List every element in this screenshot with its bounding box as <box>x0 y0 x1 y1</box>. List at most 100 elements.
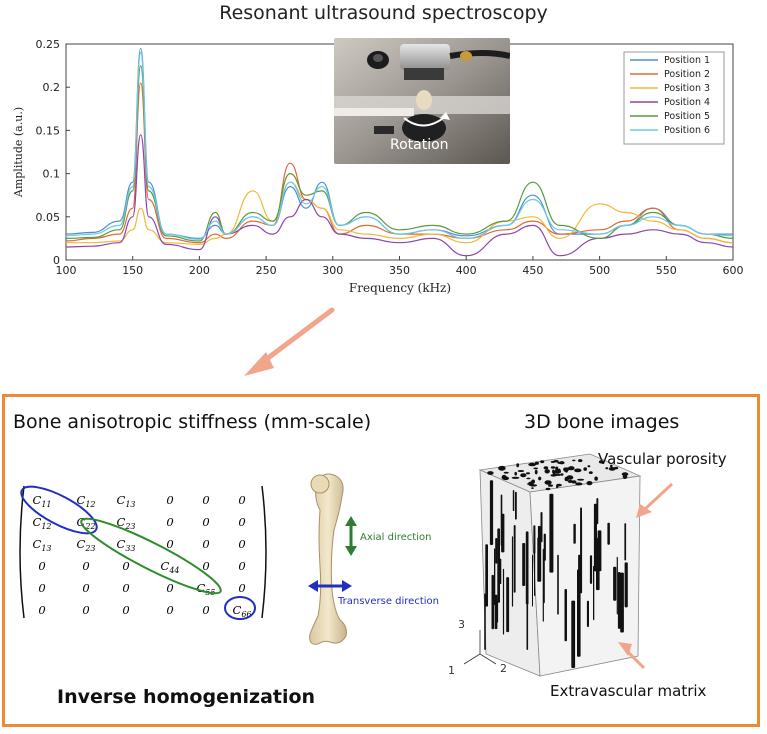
matrix-cell: C23 <box>117 515 136 531</box>
pore-canal <box>532 554 533 607</box>
pore-canal <box>491 574 494 630</box>
pore-canal <box>533 525 536 554</box>
matrix-cell: 0 <box>202 493 209 507</box>
pore-canal <box>607 522 610 545</box>
pore-top <box>572 459 576 462</box>
pore-canal <box>512 490 515 512</box>
pore-top <box>487 471 494 475</box>
matrix-cell: 0 <box>202 515 209 529</box>
pore-canal <box>564 589 567 642</box>
pore-canal <box>549 493 554 573</box>
pore-canal <box>589 555 593 584</box>
pore-top <box>534 461 539 465</box>
x-tick-label: 300 <box>322 264 343 277</box>
pore-top <box>511 476 520 479</box>
pore-top <box>588 471 593 474</box>
pore-top <box>517 470 525 472</box>
matrix-cell: 0 <box>38 559 45 573</box>
y-tick-label: 0.2 <box>43 81 61 94</box>
x-tick-label: 250 <box>256 264 277 277</box>
pore-canal <box>502 568 505 635</box>
pore-top <box>516 463 520 468</box>
y-tick-label: 0 <box>53 254 60 267</box>
matrix-cell: 0 <box>202 537 209 551</box>
pore-top <box>574 468 582 473</box>
pore-top <box>557 461 564 464</box>
pore-top <box>598 460 604 464</box>
pore-canal <box>526 602 528 637</box>
setup-photo-drawing: Rotation <box>334 38 510 164</box>
pore-top <box>543 466 549 470</box>
matrix-cell: 0 <box>166 515 173 529</box>
matrix-cell: 0 <box>238 537 245 551</box>
legend: Position 1 Position 2 Position 3 Position 4… <box>623 51 725 145</box>
matrix-cell: C12 <box>33 515 52 531</box>
pore-top <box>503 471 509 474</box>
matrix-cell: 0 <box>202 603 209 617</box>
pore-top <box>583 467 587 471</box>
pore-top <box>621 472 629 476</box>
pore-top <box>568 466 575 471</box>
pore-canal <box>573 523 576 544</box>
ellipse-c66 <box>224 596 256 620</box>
legend-label-2: Position 2 <box>664 69 710 80</box>
pore-canal <box>511 536 514 607</box>
pore-canal <box>485 544 488 607</box>
matrix-cell: 0 <box>122 581 129 595</box>
pore-canal <box>499 558 502 585</box>
matrix-cell: C13 <box>117 493 136 509</box>
x-tick-label: 500 <box>589 264 610 277</box>
pore-top <box>571 480 577 484</box>
matrix-cell: 0 <box>38 581 45 595</box>
x-tick-label: 450 <box>522 264 543 277</box>
pore-top <box>528 481 534 487</box>
transverse-label: Transverse direction <box>337 596 439 607</box>
y-tick-label: 0.05 <box>36 211 61 224</box>
matrix-cell: 0 <box>82 559 89 573</box>
pore-top <box>566 475 574 480</box>
x-tick-label: 350 <box>389 264 410 277</box>
rotation-caption: Rotation <box>390 137 449 153</box>
pore-top <box>545 487 551 491</box>
matrix-cell: C13 <box>33 537 52 553</box>
extravascular-matrix-label: Extravascular matrix <box>550 682 707 700</box>
pore-canal <box>557 554 559 615</box>
pore-canal <box>624 562 628 608</box>
pore-top <box>526 477 531 480</box>
pore-canal <box>494 594 498 630</box>
pore-top <box>533 467 538 470</box>
series-line-3 <box>66 181 734 246</box>
x-tick-label: 150 <box>122 264 143 277</box>
pore-canal <box>506 577 510 633</box>
y-axis-label: Amplitude (a.u.) <box>12 107 25 198</box>
pore-top <box>531 487 534 489</box>
pore-canal <box>489 480 494 545</box>
matrix-cell: C11 <box>33 493 52 509</box>
pore-top <box>528 462 537 467</box>
ellipse-c33-c55 <box>80 517 222 595</box>
pore-top <box>614 466 619 470</box>
pore-canal <box>624 523 627 561</box>
matrix-cell: 0 <box>122 603 129 617</box>
pore-canal <box>596 537 600 591</box>
pore-top <box>538 476 542 481</box>
pore-canal <box>540 512 543 543</box>
pore-top <box>498 465 506 471</box>
pore-top <box>555 466 559 471</box>
legend-label-3: Position 3 <box>664 83 710 94</box>
y-tick-label: 0.15 <box>36 124 61 137</box>
pore-top <box>544 469 550 474</box>
matrix-left-bracket <box>19 485 25 619</box>
pore-canal <box>578 554 582 576</box>
matrix-cell: 0 <box>166 537 173 551</box>
pore-top <box>514 471 517 476</box>
pore-top <box>577 478 585 481</box>
vascular-porosity-label: Vascular porosity <box>598 450 727 468</box>
pore-canal <box>525 531 529 605</box>
series-line-6 <box>65 51 734 240</box>
pore-top <box>525 472 531 475</box>
stiffness-title: Bone anisotropic stiffness (mm-scale) <box>13 411 372 433</box>
matrix-cell: C23 <box>77 537 96 553</box>
matrix-cell: 0 <box>202 559 209 573</box>
